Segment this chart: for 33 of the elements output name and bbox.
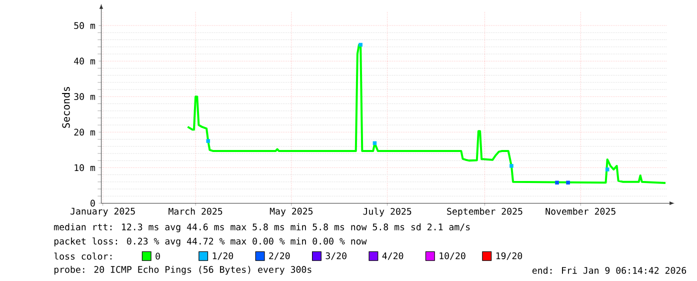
legend-label: 3/20 [326, 252, 346, 260]
x-tick-label: November 2025 [546, 208, 616, 215]
y-tick-label: 50 m [74, 22, 96, 30]
legend-label: 4/20 [382, 252, 404, 260]
text: end: Fri Jan 9 06:14:42 2026 [532, 266, 686, 274]
legend-label: 1/20 [212, 252, 234, 260]
legend-title: loss color: [54, 252, 112, 260]
point [206, 139, 210, 144]
y-tick-label: 30 m [74, 93, 96, 100]
y-axis-title: Seconds [62, 87, 70, 128]
point [372, 141, 377, 146]
point [358, 42, 362, 47]
y-tick-label: 10 m [74, 164, 96, 172]
y-tick-label: 40 m [74, 58, 96, 65]
line-series [186, 44, 667, 184]
point [510, 164, 514, 168]
x-tick-label: March 2025 [168, 208, 222, 215]
legend-label: 10/20 [440, 252, 466, 260]
x-tick-label: May 2025 [270, 208, 313, 216]
x-tick-label: September 2025 [447, 208, 522, 217]
legend-label: 0 [156, 252, 160, 260]
legend-label: 2/20 [269, 252, 290, 260]
point [566, 180, 570, 185]
point [555, 180, 559, 185]
text: probe: 20 ICMP Echo Pings (56 Bytes) every 300s [54, 266, 312, 275]
text: median rtt: 12.3 ms avg 44.6 ms max 5.8 ms min 5.8 ms now 5.8 ms sd 2.1 am/s [54, 223, 470, 232]
x-tick-label: July 2025 [363, 208, 412, 217]
y-tick-label: 0 [90, 200, 95, 207]
legend-label: 19/20 [496, 252, 522, 260]
y-tick-label: 20 m [74, 128, 96, 136]
point [605, 168, 610, 172]
x-tick-label: January 2025 [70, 208, 135, 216]
text: packet loss: 0.23 % avg 44.72 % max 0.00 % min 0.00 % now [54, 238, 367, 247]
